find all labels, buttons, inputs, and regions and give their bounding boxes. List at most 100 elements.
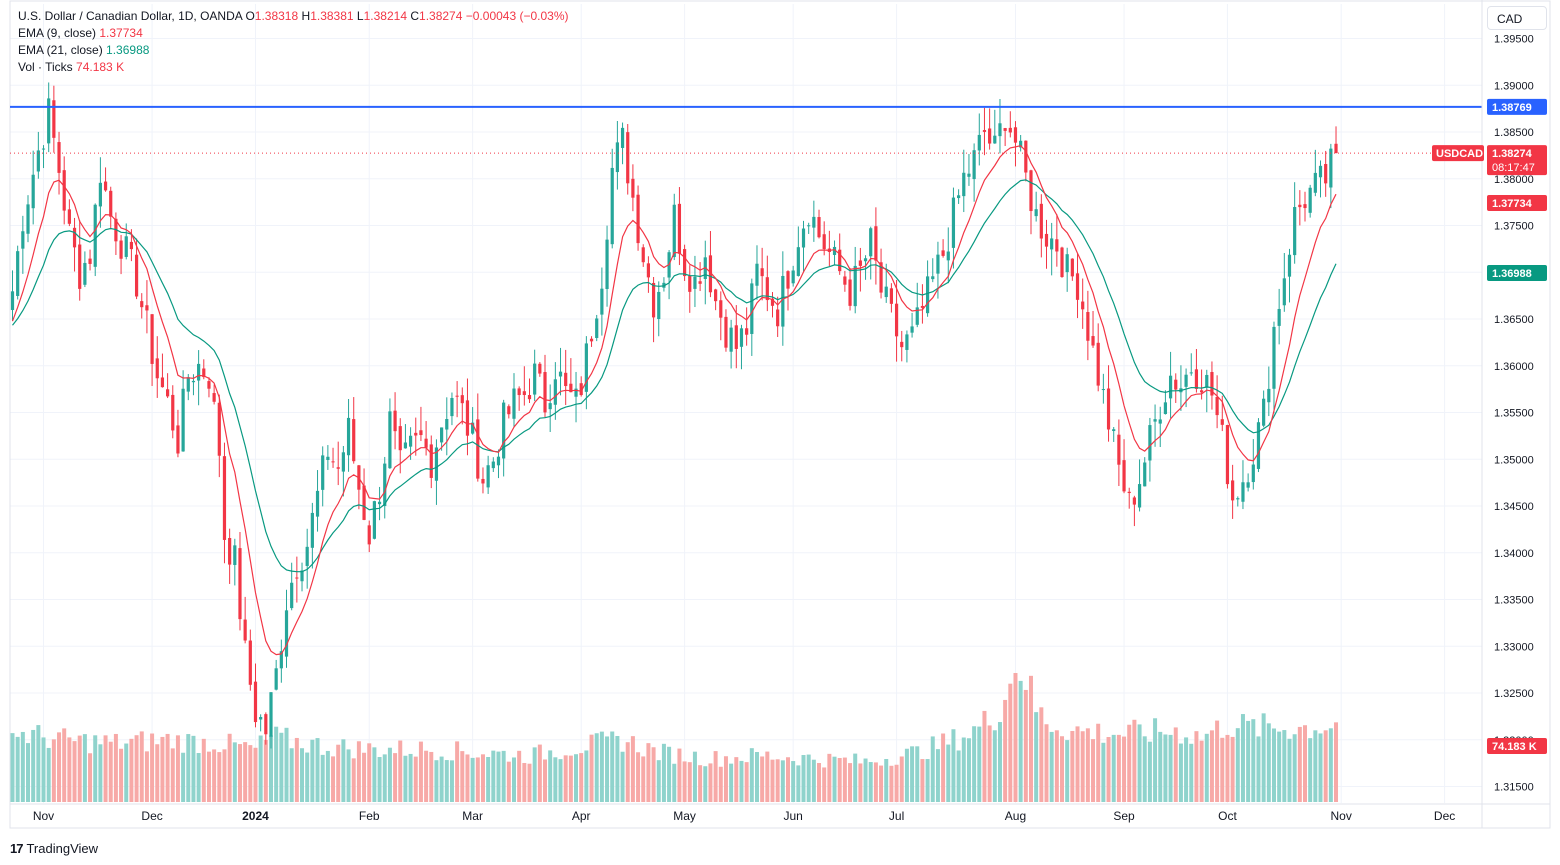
candle-body <box>1168 375 1173 399</box>
volume-bar <box>801 755 806 802</box>
time-axis[interactable]: Nov Dec 2024 Feb Mar Apr May Jun Jul Aug Sep Oct Nov… <box>10 803 1550 823</box>
volume-bar <box>1184 737 1189 802</box>
volume-bar <box>605 736 610 802</box>
volume-bar <box>1240 714 1245 802</box>
candle-body <box>962 172 966 197</box>
volume-bar <box>1060 736 1065 802</box>
volume-bar <box>279 732 284 802</box>
candle-body <box>781 275 785 327</box>
volume-bar <box>837 758 842 802</box>
volume-bar <box>1235 728 1240 802</box>
volume-bar <box>201 738 206 802</box>
candle-body <box>993 135 997 144</box>
volume-bar <box>1111 734 1116 802</box>
time-tick-label: Apr <box>572 809 591 823</box>
volume-bar <box>377 756 382 802</box>
candle-body <box>1215 397 1219 416</box>
volume-bar <box>1334 722 1339 802</box>
volume-bar <box>258 735 263 802</box>
open-value: 1.38318 <box>254 9 299 23</box>
ema9-value: 1.37734 <box>99 26 143 40</box>
candle-body <box>889 288 893 304</box>
volume-bar <box>1142 736 1147 802</box>
candle-body <box>419 430 423 436</box>
candle-body <box>791 270 795 284</box>
legend-symbol-row: U.S. Dollar / Canadian Dollar, 1D, OANDA… <box>18 8 569 25</box>
candle-body <box>538 363 542 374</box>
volume-bar <box>832 756 837 802</box>
volume-bar <box>294 737 299 802</box>
candle-body <box>770 298 775 306</box>
candle-body <box>776 309 780 327</box>
volume-bar <box>848 763 853 802</box>
tradingview-footer[interactable]: 17 TradingView <box>10 838 98 858</box>
candle-body <box>1122 460 1126 492</box>
legend-ema21-row[interactable]: EMA (21, close) 1.36988 <box>18 42 569 59</box>
volume-bar <box>475 757 480 802</box>
volume-bar <box>935 749 940 802</box>
volume-bar <box>237 744 242 802</box>
price-axis-labels: 1.38769 1.38274 08:17:47 USDCAD 1.37734 1.369… <box>1432 98 1547 754</box>
candle-body <box>321 455 325 490</box>
volume-bar <box>217 752 222 802</box>
candle-body <box>67 209 71 224</box>
candle-body <box>259 717 263 720</box>
candle-body <box>574 388 578 397</box>
volume-bar <box>1209 730 1214 802</box>
symbol-title[interactable]: U.S. Dollar / Canadian Dollar, 1D, OANDA <box>18 9 243 23</box>
candle-body <box>874 226 878 261</box>
volume-bar <box>806 754 811 802</box>
volume-bar <box>480 754 485 802</box>
volume-bar <box>289 748 294 802</box>
last-price-label-bg <box>1487 145 1547 176</box>
volume-bar <box>915 746 920 802</box>
volume-bar <box>57 732 62 802</box>
price-tick-label: 1.35000 <box>1494 454 1534 466</box>
candle-body <box>858 260 862 266</box>
candle-body <box>848 279 852 306</box>
currency-button[interactable]: CAD <box>1487 6 1547 30</box>
volume-bar <box>563 755 568 802</box>
candle-body <box>507 406 511 415</box>
candle-body <box>977 134 981 151</box>
volume-bar <box>1137 724 1142 802</box>
candle-body <box>739 328 744 347</box>
candle-body <box>1293 207 1297 256</box>
candlestick-series[interactable] <box>10 82 1338 749</box>
candle-body <box>98 182 102 207</box>
candle-body <box>295 577 299 579</box>
volume-bar <box>1044 724 1049 802</box>
candle-body <box>734 325 738 349</box>
volume-axis-label: 74.183 K <box>1492 741 1537 753</box>
volume-bar <box>222 749 227 802</box>
legend-ema9-row[interactable]: EMA (9, close) 1.37734 <box>18 25 569 42</box>
chart-legend: U.S. Dollar / Canadian Dollar, 1D, OANDA… <box>18 8 569 76</box>
volume-bar <box>305 752 310 802</box>
candle-body <box>946 251 950 261</box>
low-label: L <box>356 9 364 23</box>
time-tick-label: May <box>673 809 696 823</box>
volume-bar <box>341 739 346 802</box>
volume-bar <box>682 761 687 802</box>
candle-body <box>496 456 501 466</box>
volume-label: Vol · Ticks <box>18 60 73 74</box>
volume-bar <box>543 759 548 802</box>
candle-body <box>398 426 402 451</box>
candle-body <box>698 281 702 284</box>
volume-bar <box>124 743 129 802</box>
volume-bar <box>568 755 573 802</box>
price-tick-label: 1.39000 <box>1494 80 1534 92</box>
candle-body <box>10 291 15 311</box>
volume-bar <box>703 766 708 802</box>
volume-bar <box>1303 725 1307 802</box>
candle-body <box>1075 273 1080 300</box>
candle-body <box>719 300 723 318</box>
candle-body <box>1189 372 1193 374</box>
volume-bar <box>1163 734 1168 802</box>
volume-bar <box>641 756 646 802</box>
legend-volume-row[interactable]: Vol · Ticks 74.183 K <box>18 59 569 76</box>
candle-body <box>16 251 20 296</box>
volume-bar <box>398 740 403 802</box>
candle-body <box>1096 342 1100 386</box>
